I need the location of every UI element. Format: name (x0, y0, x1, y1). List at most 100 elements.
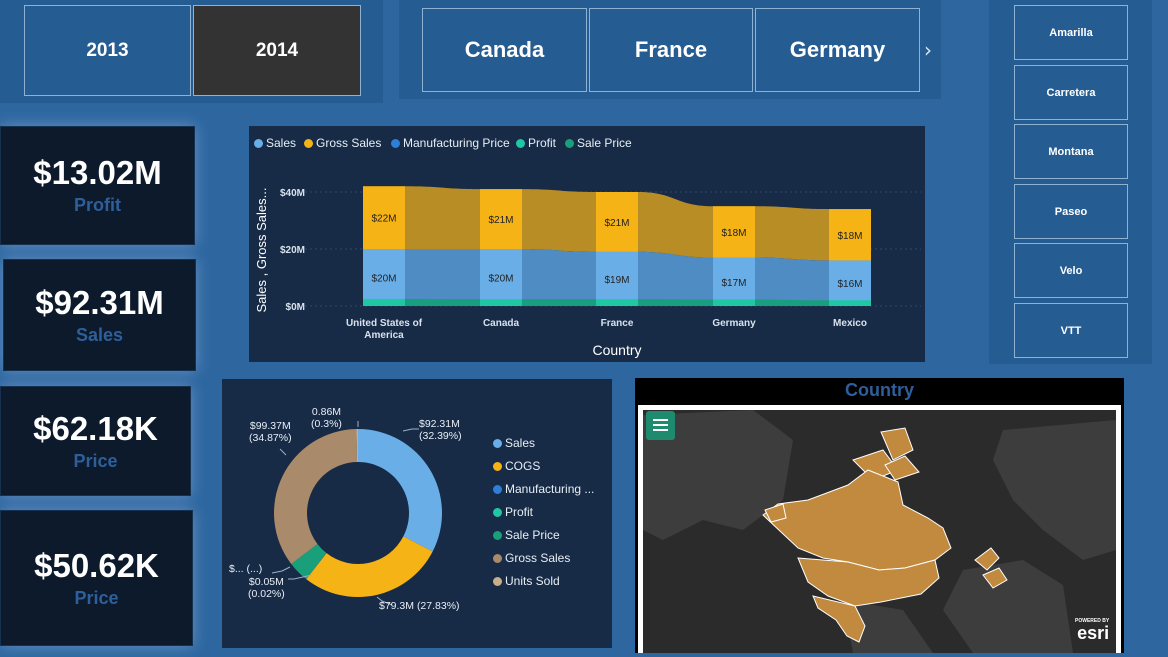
country-slicer-panel (399, 0, 941, 99)
legend-item[interactable]: Profit (493, 505, 533, 519)
legend-label: COGS (505, 459, 541, 473)
leader-line (288, 574, 313, 580)
donut-slice (291, 543, 327, 580)
y-axis-label: Sales , Gross Sales... (254, 188, 269, 313)
x-tick-label: Germany (712, 318, 756, 329)
legend-label: Units Sold (505, 574, 560, 588)
bar-gross-sales (363, 186, 405, 249)
kpi-value: $50.62K (34, 546, 159, 584)
country-france-button[interactable]: France (589, 8, 753, 92)
product-montana-button[interactable]: Montana (1014, 124, 1128, 179)
legend-item[interactable]: Sale Price (493, 528, 560, 542)
legend-dot-icon (493, 530, 502, 540)
x-tick-label: Canada (483, 318, 520, 329)
data-label-gross-sales: $21M (488, 215, 513, 226)
legend-item[interactable]: COGS (493, 459, 540, 473)
product-paseo-button[interactable]: Paseo (1014, 184, 1128, 239)
map-card: Country (635, 378, 1124, 653)
bar-profit (596, 299, 638, 306)
legend-label: Manufacturing Price (403, 136, 510, 150)
legend-item[interactable]: Profit (516, 136, 556, 150)
x-tick-label: America (364, 330, 404, 341)
kpi-label: Profit (74, 195, 121, 215)
esri-logo: POWERED BY esri (1075, 618, 1110, 643)
map-title: Country (845, 380, 914, 400)
bar-profit (363, 298, 405, 306)
data-label-sales: $16M (837, 279, 862, 290)
data-label-sales: $20M (371, 274, 396, 285)
data-label-sales: $17M (721, 278, 746, 289)
area-chart-card: Sales Gross Sales Manufacturing Price Profi… (249, 126, 925, 362)
legend-dot-icon (493, 507, 502, 517)
kpi-sales-card: $92.31M Sales (3, 259, 196, 371)
data-label-gross-sales: $21M (604, 218, 629, 229)
bar-profit (713, 299, 755, 306)
legend-label: Sale Price (577, 136, 632, 150)
donut-slice (358, 429, 442, 552)
legend-item[interactable]: Manufacturing Price (391, 136, 510, 150)
data-label-sales: $20M (488, 274, 513, 285)
bar-gross-sales (829, 209, 871, 261)
legend-dot-icon (304, 138, 313, 148)
data-label-sales: $19M (604, 275, 629, 286)
bar-gross-sales (713, 206, 755, 258)
y-tick-label: $0M (286, 302, 305, 313)
legend-item[interactable]: Units Sold (493, 574, 560, 588)
kpi-price-card: $62.18K Price (0, 386, 191, 496)
legend-item[interactable]: Sale Price (565, 136, 632, 150)
country-canada-button[interactable]: Canada (422, 8, 587, 92)
donut-label-sales: $92.31M (32.39%) (419, 418, 462, 442)
donut-slice (306, 536, 433, 597)
leader-line (402, 428, 419, 432)
legend-dot-icon (493, 553, 502, 563)
legend-label: Gross Sales (316, 136, 382, 150)
legend-item[interactable]: Manufacturing ... (493, 482, 594, 496)
donut-chart (271, 421, 442, 606)
legend-label: Gross Sales (505, 551, 571, 565)
chevron-right-icon[interactable]: › (924, 38, 932, 62)
x-tick-label: France (601, 318, 634, 329)
legend-label: Profit (528, 136, 557, 150)
year-2013-button[interactable]: 2013 (24, 5, 191, 96)
kpi-label: Price (73, 450, 118, 471)
map-frame[interactable] (638, 405, 1121, 653)
data-label-gross-sales: $18M (837, 231, 862, 242)
donut-slice (306, 553, 327, 580)
legend-item[interactable]: Sales (493, 436, 535, 450)
x-tick-label: Mexico (833, 318, 867, 329)
donut-slice (356, 429, 358, 463)
kpi-label: Sales (75, 324, 124, 345)
product-vtt-button[interactable]: VTT (1014, 303, 1128, 358)
legend-dot-icon (493, 461, 502, 471)
legend-item[interactable]: Gross Sales (304, 136, 381, 150)
legend-item[interactable]: Sales (254, 136, 296, 150)
legend-label: Sales (505, 436, 536, 450)
map-land-gray (643, 410, 1116, 653)
map-canvas[interactable] (643, 410, 1116, 653)
product-amarilla-button[interactable]: Amarilla (1014, 5, 1128, 60)
legend-dot-icon (565, 138, 574, 148)
bar-gross-sales (480, 189, 522, 249)
product-velo-button[interactable]: Velo (1014, 243, 1128, 298)
hamburger-menu-icon[interactable] (646, 411, 675, 440)
kpi-price-card-2: $50.62K Price (0, 510, 193, 646)
leader-line (376, 596, 393, 606)
kpi-label: Price (74, 587, 119, 608)
country-germany-button[interactable]: Germany (755, 8, 920, 92)
legend-item[interactable]: Gross Sales (493, 551, 570, 565)
data-label-gross-sales: $18M (721, 228, 746, 239)
leader-line (271, 566, 291, 574)
donut-slice (274, 429, 358, 564)
y-tick-label: $20M (280, 245, 305, 256)
legend-label: Manufacturing ... (505, 482, 595, 496)
kpi-profit-card: $13.02M Profit (0, 126, 195, 245)
bar-sales (713, 257, 755, 306)
donut-label-units-sold: 0.86M (0.3%) (311, 406, 342, 430)
bar-sales (596, 251, 638, 306)
donut-slice (306, 553, 327, 580)
bar-sales (480, 249, 522, 306)
bar-gross-sales (596, 192, 638, 252)
product-carretera-button[interactable]: Carretera (1014, 65, 1128, 120)
bar-profit (480, 299, 522, 306)
year-2014-button[interactable]: 2014 (193, 5, 361, 96)
